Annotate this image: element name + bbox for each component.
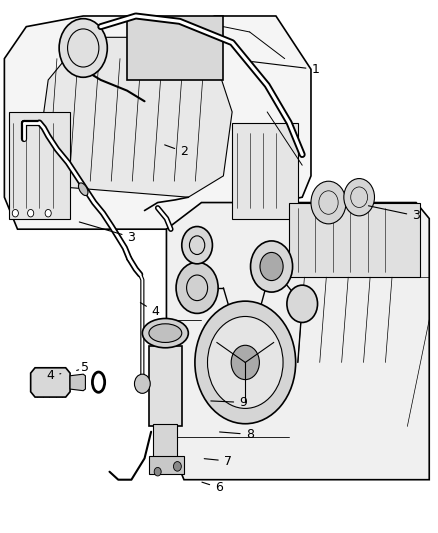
Circle shape	[28, 209, 34, 217]
Circle shape	[45, 209, 51, 217]
Circle shape	[134, 374, 150, 393]
Circle shape	[311, 181, 346, 224]
Text: 9: 9	[211, 396, 247, 409]
Text: 6: 6	[202, 481, 223, 494]
Bar	[289, 203, 420, 277]
Text: 4: 4	[46, 369, 61, 382]
Text: 3: 3	[368, 206, 420, 222]
Circle shape	[260, 253, 283, 280]
Bar	[9, 112, 70, 219]
Circle shape	[12, 209, 18, 217]
Circle shape	[251, 241, 293, 292]
Bar	[232, 123, 298, 219]
Ellipse shape	[78, 183, 88, 196]
Bar	[149, 456, 184, 474]
Text: 3: 3	[79, 222, 135, 244]
Circle shape	[59, 19, 107, 77]
Text: 5: 5	[77, 361, 89, 374]
Polygon shape	[166, 203, 429, 480]
Circle shape	[154, 467, 161, 476]
Ellipse shape	[142, 318, 188, 348]
Polygon shape	[70, 374, 85, 391]
Circle shape	[195, 301, 296, 424]
Ellipse shape	[149, 324, 182, 342]
Text: 4: 4	[140, 303, 159, 318]
Circle shape	[287, 285, 318, 322]
Text: 2: 2	[165, 145, 188, 158]
Circle shape	[208, 317, 283, 408]
Bar	[149, 346, 182, 426]
Circle shape	[344, 179, 374, 216]
Polygon shape	[4, 16, 311, 229]
Bar	[127, 16, 223, 80]
Text: 8: 8	[219, 428, 254, 441]
Polygon shape	[39, 37, 232, 197]
Polygon shape	[31, 368, 70, 397]
Bar	[153, 424, 177, 458]
Text: 7: 7	[204, 455, 232, 467]
Circle shape	[173, 462, 181, 471]
Circle shape	[176, 262, 218, 313]
Circle shape	[182, 227, 212, 264]
Text: 1: 1	[252, 62, 319, 76]
Circle shape	[231, 345, 259, 379]
